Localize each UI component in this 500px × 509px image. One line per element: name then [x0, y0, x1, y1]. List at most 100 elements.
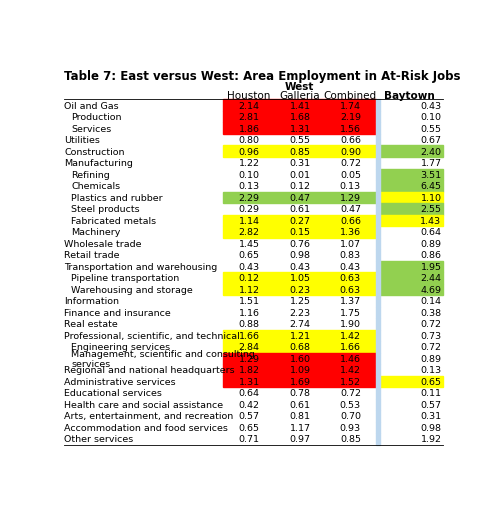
- Text: 1.51: 1.51: [238, 297, 260, 306]
- Bar: [376, 215, 380, 227]
- Text: Regional and national headquarters: Regional and national headquarters: [64, 365, 235, 375]
- Text: 0.71: 0.71: [238, 435, 260, 443]
- Text: 0.61: 0.61: [290, 400, 310, 409]
- Text: 6.45: 6.45: [420, 182, 442, 191]
- Text: 1.41: 1.41: [290, 101, 310, 110]
- Text: Fabricated metals: Fabricated metals: [72, 216, 156, 225]
- Text: 1.60: 1.60: [290, 354, 310, 363]
- Text: 0.76: 0.76: [290, 239, 310, 248]
- Bar: [380, 376, 444, 387]
- Text: 0.80: 0.80: [238, 136, 260, 145]
- Text: 0.65: 0.65: [238, 251, 260, 260]
- Text: 0.29: 0.29: [238, 205, 260, 214]
- Bar: [376, 296, 380, 307]
- Text: 1.21: 1.21: [290, 331, 310, 340]
- Bar: [376, 272, 380, 284]
- Text: 0.14: 0.14: [420, 297, 442, 306]
- Bar: [224, 123, 376, 135]
- Text: 0.23: 0.23: [290, 285, 310, 294]
- Text: Educational services: Educational services: [64, 388, 162, 398]
- Text: 1.31: 1.31: [238, 377, 260, 386]
- Bar: [224, 215, 376, 227]
- Bar: [376, 158, 380, 169]
- Text: Production: Production: [72, 113, 122, 122]
- Bar: [376, 204, 380, 215]
- Text: Health care and social assistance: Health care and social assistance: [64, 400, 224, 409]
- Bar: [376, 422, 380, 433]
- Text: 4.69: 4.69: [420, 285, 442, 294]
- Text: 0.98: 0.98: [290, 251, 310, 260]
- Text: 1.92: 1.92: [420, 435, 442, 443]
- Text: 0.83: 0.83: [340, 251, 361, 260]
- Text: 1.22: 1.22: [238, 159, 260, 168]
- Text: 0.61: 0.61: [290, 205, 310, 214]
- Text: 0.57: 0.57: [238, 412, 260, 420]
- Text: 2.44: 2.44: [420, 274, 442, 283]
- Text: Arts, entertainment, and recreation: Arts, entertainment, and recreation: [64, 412, 234, 420]
- Bar: [376, 307, 380, 319]
- Bar: [376, 192, 380, 204]
- Bar: [224, 342, 376, 353]
- Text: 1.25: 1.25: [290, 297, 310, 306]
- Text: 0.66: 0.66: [340, 136, 361, 145]
- Text: 1.17: 1.17: [290, 423, 310, 432]
- Bar: [224, 330, 376, 342]
- Text: 1.14: 1.14: [238, 216, 260, 225]
- Text: 0.67: 0.67: [420, 136, 442, 145]
- Text: 1.82: 1.82: [238, 365, 260, 375]
- Text: 1.16: 1.16: [238, 308, 260, 317]
- Text: Information: Information: [64, 297, 120, 306]
- Text: 0.85: 0.85: [290, 148, 310, 156]
- Text: 0.57: 0.57: [420, 400, 442, 409]
- Bar: [376, 135, 380, 146]
- Bar: [380, 215, 444, 227]
- Text: 0.27: 0.27: [290, 216, 310, 225]
- Text: 0.72: 0.72: [340, 159, 361, 168]
- Text: 0.01: 0.01: [290, 171, 310, 179]
- Text: Chemicals: Chemicals: [72, 182, 120, 191]
- Text: 1.66: 1.66: [340, 343, 361, 352]
- Text: 1.66: 1.66: [238, 331, 260, 340]
- Text: Baytown: Baytown: [384, 91, 435, 100]
- Text: 0.93: 0.93: [340, 423, 361, 432]
- Bar: [224, 284, 376, 296]
- Text: 0.43: 0.43: [238, 262, 260, 271]
- Text: 2.81: 2.81: [238, 113, 260, 122]
- Text: 0.98: 0.98: [420, 423, 442, 432]
- Text: 2.19: 2.19: [340, 113, 361, 122]
- Text: 0.90: 0.90: [340, 148, 361, 156]
- Text: 0.42: 0.42: [238, 400, 260, 409]
- Bar: [376, 169, 380, 181]
- Text: Management, scientific and consulting
services: Management, scientific and consulting se…: [72, 349, 256, 368]
- Text: 2.40: 2.40: [420, 148, 442, 156]
- Text: 1.31: 1.31: [290, 125, 310, 133]
- Text: 1.36: 1.36: [340, 228, 361, 237]
- Text: 1.52: 1.52: [340, 377, 361, 386]
- Text: Oil and Gas: Oil and Gas: [64, 101, 119, 110]
- Text: 2.84: 2.84: [238, 343, 260, 352]
- Text: 0.64: 0.64: [238, 388, 260, 398]
- Bar: [380, 146, 444, 158]
- Text: Warehousing and storage: Warehousing and storage: [72, 285, 193, 294]
- Bar: [224, 376, 376, 387]
- Text: 0.11: 0.11: [420, 388, 442, 398]
- Text: 0.10: 0.10: [238, 171, 260, 179]
- Bar: [224, 192, 376, 204]
- Text: 0.88: 0.88: [238, 320, 260, 329]
- Text: Steel products: Steel products: [72, 205, 140, 214]
- Bar: [376, 181, 380, 192]
- Text: 1.42: 1.42: [340, 331, 361, 340]
- Bar: [376, 353, 380, 364]
- Text: 1.90: 1.90: [340, 320, 361, 329]
- Text: 0.55: 0.55: [290, 136, 310, 145]
- Bar: [380, 169, 444, 181]
- Bar: [376, 330, 380, 342]
- Text: Machinery: Machinery: [72, 228, 121, 237]
- Text: 1.10: 1.10: [420, 193, 442, 203]
- Text: Plastics and rubber: Plastics and rubber: [72, 193, 163, 203]
- Text: 0.72: 0.72: [340, 388, 361, 398]
- Text: West: West: [285, 81, 314, 92]
- Bar: [376, 123, 380, 135]
- Text: 0.10: 0.10: [420, 113, 442, 122]
- Text: 0.12: 0.12: [238, 274, 260, 283]
